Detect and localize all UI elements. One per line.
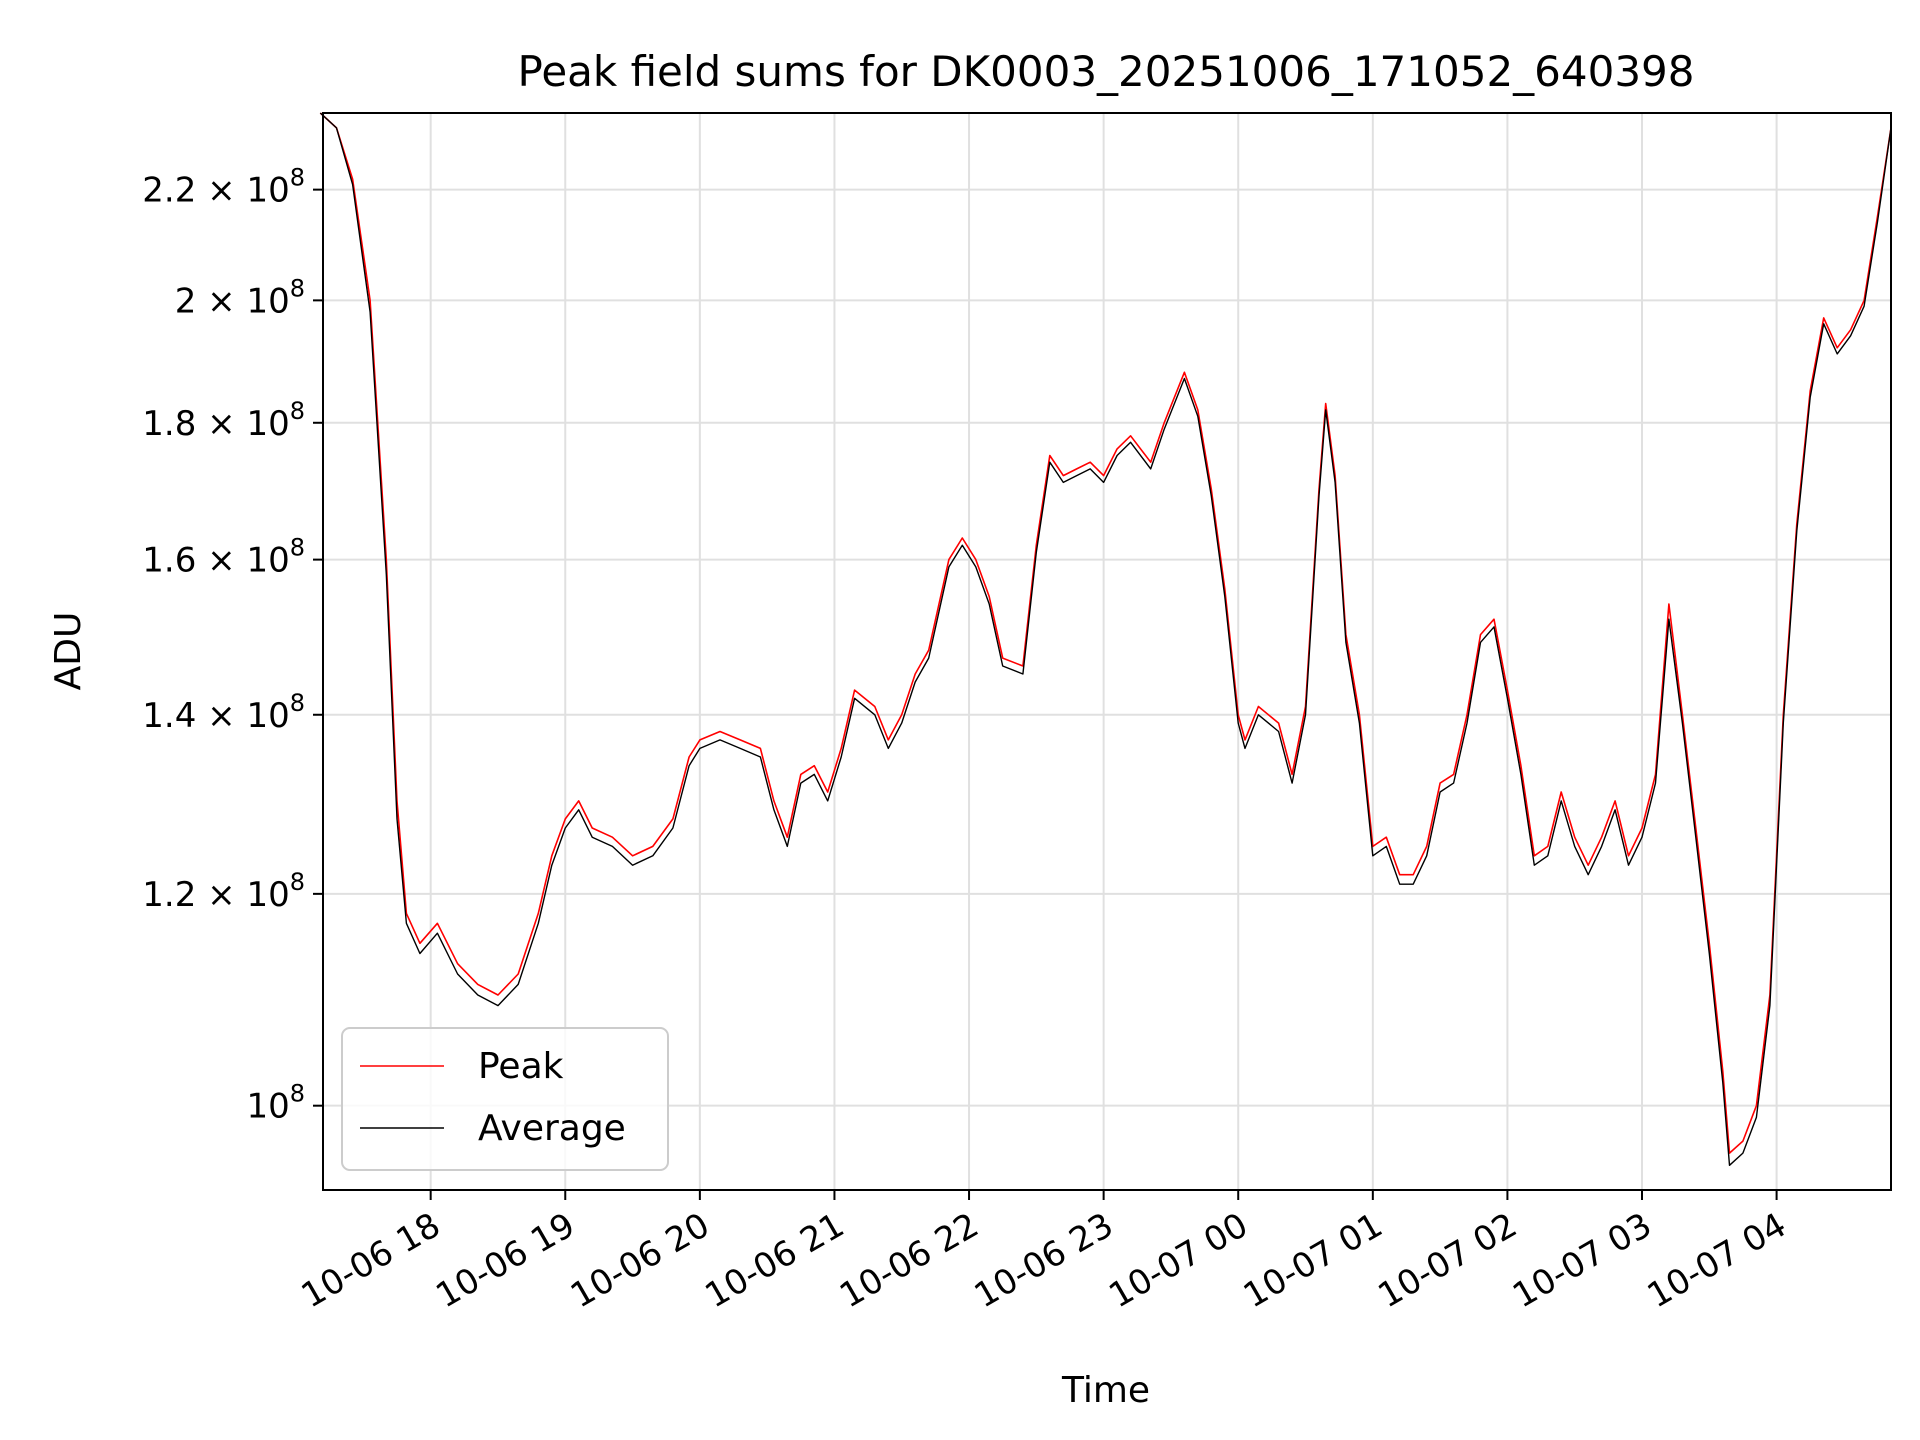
legend-label-peak: Peak — [478, 1046, 564, 1087]
x-axis-title: Time — [1061, 1370, 1150, 1411]
y-tick-exponent: 8 — [290, 1080, 305, 1108]
y-tick-label: 1.8 × 108 — [142, 397, 305, 444]
legend-label-average: Average — [478, 1108, 626, 1149]
legend: Peak Average — [341, 1027, 669, 1171]
y-tick-label: 1.4 × 108 — [142, 689, 305, 736]
plot-frame — [322, 112, 1892, 1191]
series-line-average — [319, 112, 1892, 1166]
y-tick-exponent: 8 — [290, 274, 305, 302]
y-tick-exponent: 8 — [290, 534, 305, 562]
chart-title: Peak field sums for DK0003_20251006_1710… — [517, 47, 1694, 96]
y-tick-label: 2.2 × 108 — [142, 164, 305, 211]
y-tick-exponent: 8 — [290, 868, 305, 896]
series-line-peak — [319, 112, 1892, 1154]
y-axis-title: ADU — [48, 612, 89, 691]
y-tick-label: 1.6 × 108 — [142, 534, 305, 581]
y-tick-label: 2 × 108 — [175, 274, 305, 321]
y-tick-label: 1.2 × 108 — [142, 868, 305, 915]
grid — [323, 113, 1891, 1190]
y-tick-exponent: 8 — [290, 397, 305, 425]
series-layer — [319, 112, 1892, 1166]
y-tick-exponent: 8 — [290, 689, 305, 717]
y-tick-exponent: 8 — [290, 164, 305, 192]
legend-box — [341, 1027, 669, 1171]
